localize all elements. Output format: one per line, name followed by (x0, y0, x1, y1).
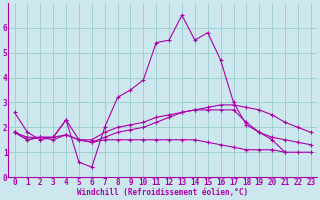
X-axis label: Windchill (Refroidissement éolien,°C): Windchill (Refroidissement éolien,°C) (77, 188, 248, 197)
